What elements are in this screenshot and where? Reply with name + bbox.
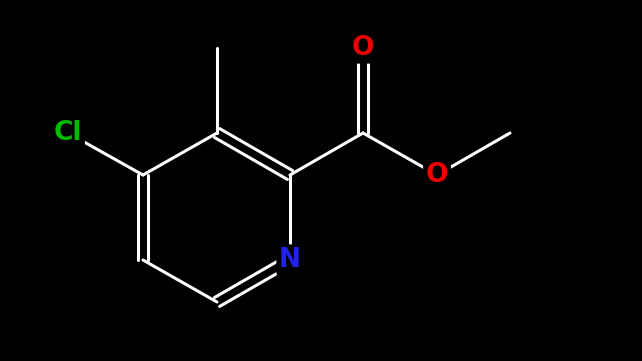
Text: N: N [279,247,301,273]
Text: Cl: Cl [54,120,82,146]
Text: O: O [426,162,448,188]
Text: O: O [352,35,374,61]
